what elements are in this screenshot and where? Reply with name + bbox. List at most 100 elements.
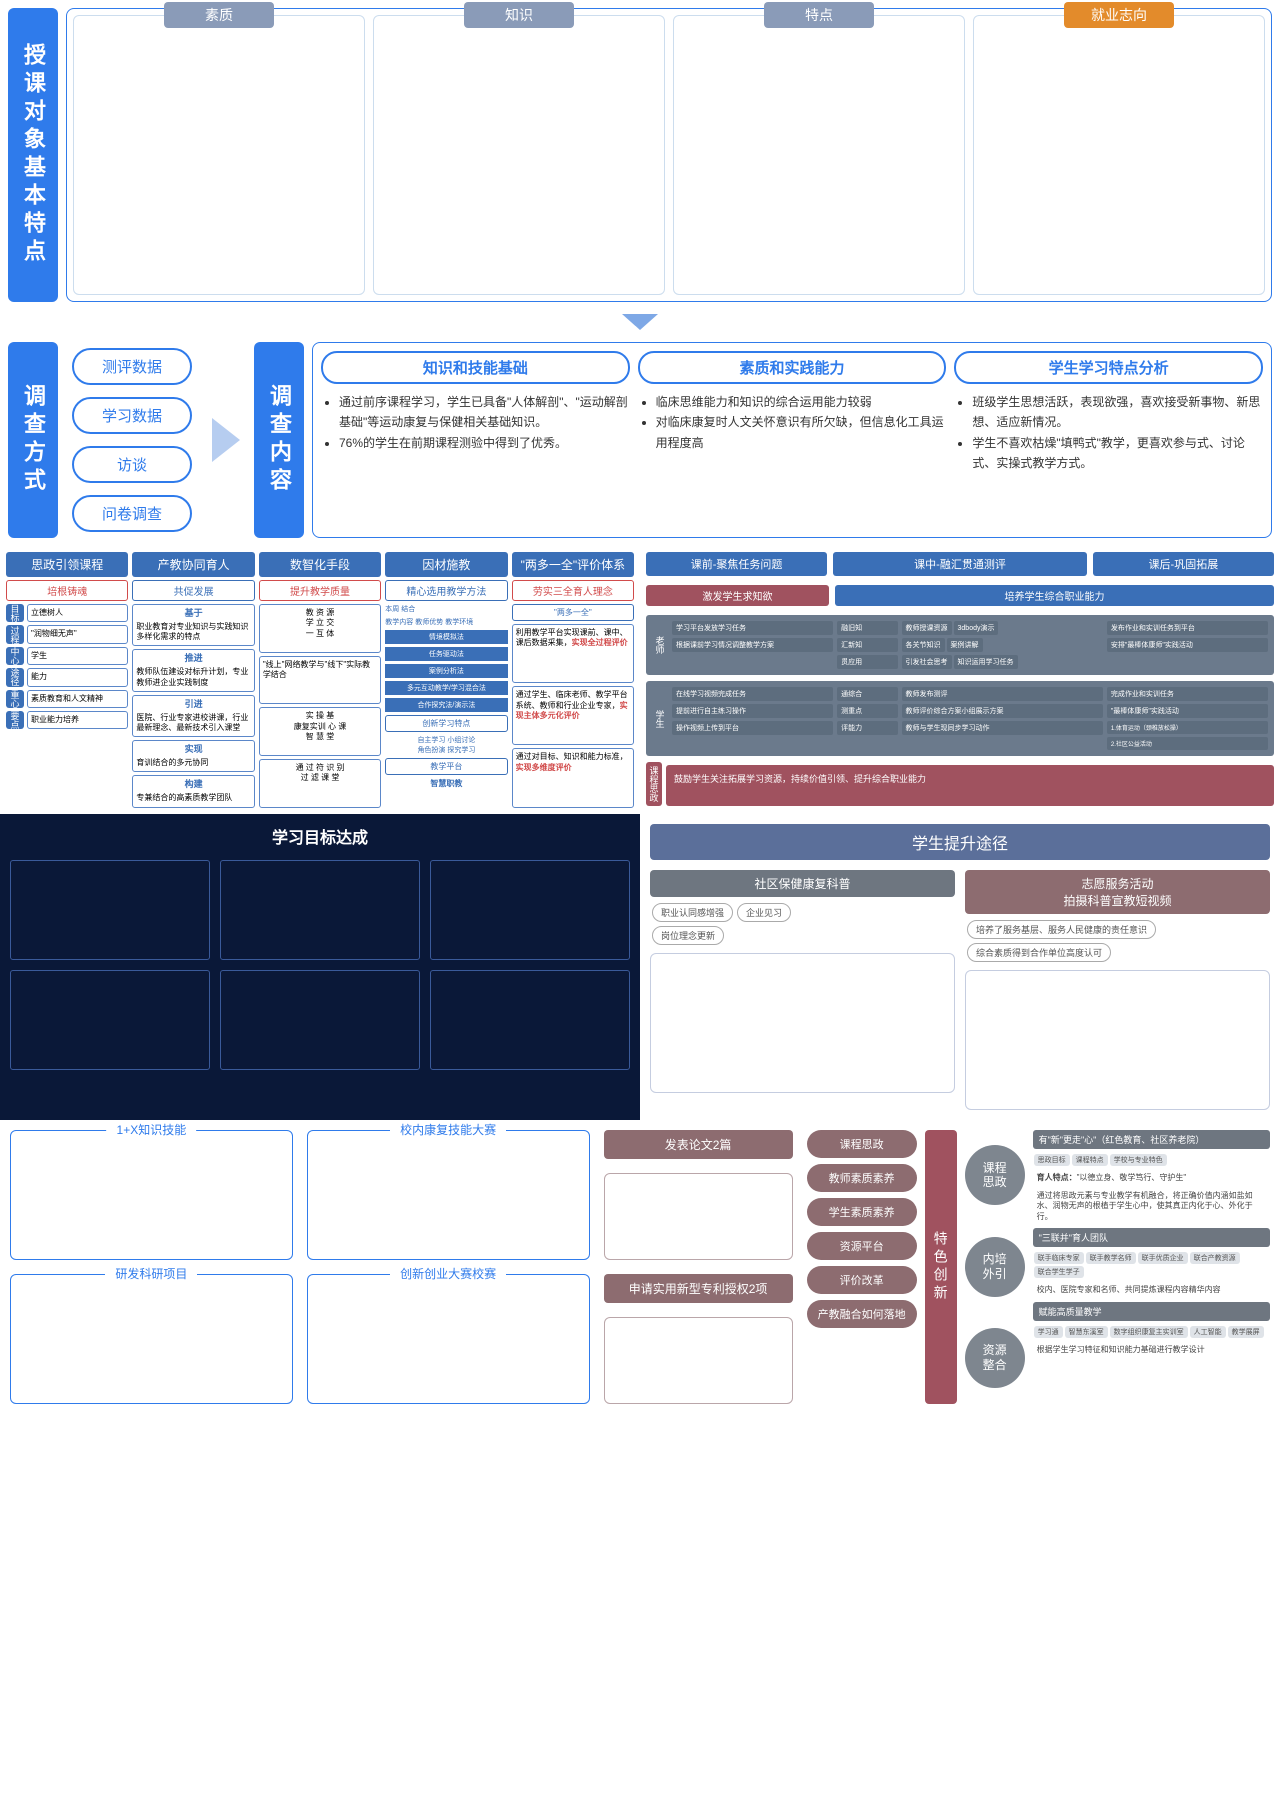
s3c1-i4: 构建专兼结合的高素质教学团队 — [132, 775, 254, 807]
s1-tab-2: 特点 — [764, 2, 874, 28]
sb2-i1: 学生不喜欢枯燥"填鸭式"教学，更喜欢参与式、讨论式、实操式教学方式。 — [972, 433, 1263, 474]
fp-4: 评价改革 — [807, 1266, 917, 1294]
s3c4-b1: 利用教学平台实现课前、课中、课后数据采集，实现全过程评价 — [512, 624, 634, 683]
sb2-i0: 班级学生思想活跃，表现欲强，喜欢接受新事物、新思想、适应新情况。 — [972, 392, 1263, 433]
paths-panel: 学生提升途径 社区保健康复科普 职业认同感增强企业见习 岗位理念更新 志愿服务活… — [640, 814, 1280, 1120]
s4-last: 鼓励学生关注拓展学习资源，持续价值引领、提升综合职业能力 — [666, 765, 1274, 806]
feature-circles: 课程 思政 内培 外引 资源 整合 — [965, 1130, 1025, 1404]
s3c3-r0: 情境模拟法 — [385, 630, 507, 644]
sb1-h: 素质和实践能力 — [638, 351, 947, 384]
s3c3-ft: 教学平台 — [385, 758, 507, 775]
s3c3-r3: 多元互动教学/学习混合法 — [385, 681, 507, 695]
s3c0-sub: 培根铸魂 — [6, 580, 128, 601]
s1-col-1: 知识 — [373, 15, 665, 295]
s3c2-i0: 教 资 源 学 立 交 一 互 体 — [259, 604, 381, 653]
s1-title: 授课对象基本特点 — [8, 8, 58, 302]
goals-title: 学习目标达成 — [10, 824, 630, 848]
sb0-i1: 76%的学生在前期课程测验中得到了优秀。 — [339, 433, 630, 453]
s3c4-head: "两多一全" — [512, 604, 634, 621]
goals-panel: 学习目标达成 — [0, 814, 640, 1120]
s3c2-h: 数智化手段 — [259, 552, 381, 577]
s3c0-s3: 途径 — [6, 668, 24, 686]
s1-col-0: 素质 — [73, 15, 365, 295]
goal-slot — [220, 860, 420, 960]
method-3: 问卷调查 — [72, 495, 192, 532]
s1-tab-3: 就业志向 — [1064, 2, 1174, 28]
circ-1: 内培 外引 — [965, 1237, 1025, 1297]
survey-content: 知识和技能基础 通过前序课程学习，学生已具备"人体解剖"、"运动解剖基础"等运动… — [312, 342, 1272, 538]
s3c1-i1: 推进教师队伍建设对标升计划，专业教师进企业实践制度 — [132, 649, 254, 691]
section-survey: 调查方式 测评数据 学习数据 访谈 问卷调查 调查内容 知识和技能基础 通过前序… — [0, 334, 1280, 546]
sb0-i0: 通过前序课程学习，学生已具备"人体解剖"、"运动解剖基础"等运动康复与保健相关基… — [339, 392, 630, 433]
circ-0: 课程 思政 — [965, 1145, 1025, 1205]
fd1-h: "三联并"育人团队 — [1033, 1228, 1270, 1247]
circ-2: 资源 整合 — [965, 1328, 1025, 1388]
blbox-2: 研发科研项目 — [10, 1274, 293, 1404]
bottom-right: 课程思政 教师素质素养 学生素质素养 资源平台 评价改革 产教融合如何落地 特色… — [807, 1130, 1270, 1404]
pc1-h: 志愿服务活动 拍摄科普宣教短视频 — [965, 870, 1270, 914]
s3c2-i1: "线上"网络教学与"线下"实际教学结合 — [259, 656, 381, 705]
s4-h1: 课中-融汇贯通测评 — [833, 552, 1087, 576]
bm-b1 — [604, 1317, 793, 1404]
s1-tab-0: 素质 — [164, 2, 274, 28]
s3c1: 产教协同育人 共促发展 基于职业教育对专业知识与实践知识多样化需求的特点 推进教… — [132, 552, 254, 808]
s3c0-s4: 重心 — [6, 690, 24, 708]
s3c2-i3: 通 过 符 识 别 过 滤 课 堂 — [259, 759, 381, 808]
section-bottom: 1+X知识技能 校内康复技能大赛 研发科研项目 创新创业大赛校赛 发表论文2篇 … — [0, 1120, 1280, 1414]
s1-col-3: 就业志向 — [973, 15, 1265, 295]
s3c3-r4: 合作探究法/演示法 — [385, 698, 507, 712]
pc1-body — [965, 970, 1270, 1110]
fd0-t: 通过将思政元素与专业教学有机融合，将正确价值内涵如盐如水、润物无声的根植于学生心… — [1033, 1189, 1270, 1224]
s1-col-2: 特点 — [673, 15, 965, 295]
goal-slot — [220, 970, 420, 1070]
s3c0-s2: 中心 — [6, 647, 24, 665]
s4-sub1: 培养学生综合职业能力 — [835, 585, 1274, 606]
s3c1-i2: 引进医院、行业专家进校讲课，行业最新理念、最新技术引入课堂 — [132, 695, 254, 737]
sb1-i1: 对临床康复时人文关怀意识有所欠缺，但信息化工具运用程度高 — [656, 412, 947, 453]
blbox-1: 校内康复技能大赛 — [307, 1130, 590, 1260]
path-col-1: 志愿服务活动 拍摄科普宣教短视频 培养了服务基层、服务人民健康的责任意识 综合素… — [965, 870, 1270, 1110]
s4-h2: 课后-巩固拓展 — [1093, 552, 1274, 576]
bm-h1: 申请实用新型专利授权2项 — [604, 1274, 793, 1303]
s4-teacher-row: 老师 学习平台发放学习任务 根据课前学习情况调整教学方案 融旧知 汇新知 贯应用… — [646, 615, 1274, 675]
s3c3-ft2: 智慧职教 — [385, 778, 507, 789]
feature-details: 有"新"更走"心"（红色教育、社区养老院） 思政目标课程特点学校与专业特色 育人… — [1033, 1130, 1270, 1404]
bm-h0: 发表论文2篇 — [604, 1130, 793, 1159]
survey-box-0: 知识和技能基础 通过前序课程学习，学生已具备"人体解剖"、"运动解剖基础"等运动… — [321, 351, 630, 529]
s3c2-i2: 实 操 基 康复实训 心 课 智 慧 堂 — [259, 707, 381, 756]
fp-3: 资源平台 — [807, 1232, 917, 1260]
sb1-i0: 临床思维能力和知识的综合运用能力较弱 — [656, 392, 947, 412]
s3c3-mid: 创新学习特点 — [385, 715, 507, 732]
s4-sub0: 激发学生求知欲 — [646, 585, 829, 606]
fp-0: 课程思政 — [807, 1130, 917, 1158]
section-course-process: 课前-聚焦任务问题 课中-融汇贯通测评 课后-巩固拓展 激发学生求知欲 培养学生… — [640, 546, 1280, 814]
s3c0-i2: 学生 — [27, 647, 128, 665]
survey-method-title: 调查方式 — [8, 342, 58, 538]
section-goals-paths: 学习目标达成 学生提升途径 社区保健康复科普 职业认同感增强企业见习 岗位理念更… — [0, 814, 1280, 1120]
method-0: 测评数据 — [72, 348, 192, 385]
pc0-h: 社区保健康复科普 — [650, 870, 955, 897]
s3c0-s5: 要点 — [6, 711, 24, 729]
blbox-0: 1+X知识技能 — [10, 1130, 293, 1260]
sb0-h: 知识和技能基础 — [321, 351, 630, 384]
s3c1-i0: 基于职业教育对专业知识与实践知识多样化需求的特点 — [132, 604, 254, 646]
s4-student-row: 学生 在线学习视频完成任务 提前进行自主练习操作 操作视频上传到平台 通综合 测… — [646, 681, 1274, 756]
goal-slot — [430, 970, 630, 1070]
fd1-t: 校内、医院专家和名师、共同提炼课程内容精华内容 — [1033, 1283, 1270, 1297]
survey-methods: 测评数据 学习数据 访谈 问卷调查 — [66, 342, 198, 538]
s3c0-i0: 立德树人 — [27, 604, 128, 622]
s3c0-s1: 过程 — [6, 625, 24, 643]
arrow-down-icon — [622, 314, 658, 330]
s3c0-i4: 素质教育和人文精神 — [27, 690, 128, 708]
s3c4: "两多一全"评价体系 劳实三全育人理念 "两多一全" 利用教学平台实现课前、课中… — [512, 552, 634, 808]
bottom-mid: 发表论文2篇 申请实用新型专利授权2项 — [604, 1130, 793, 1404]
survey-box-1: 素质和实践能力 临床思维能力和知识的综合运用能力较弱对临床康复时人文关怀意识有所… — [638, 351, 947, 529]
pc0-body — [650, 953, 955, 1093]
role-student: 学生 — [652, 687, 668, 750]
fd0-h: 有"新"更走"心"（红色教育、社区养老院） — [1033, 1130, 1270, 1149]
s1-tab-1: 知识 — [464, 2, 574, 28]
fp-1: 教师素质素养 — [807, 1164, 917, 1192]
goal-slot — [10, 860, 210, 960]
s3c4-b2: 通过学生、临床老师、教学平台系统、教师和行业企业专家，实现主体多元化评价 — [512, 686, 634, 745]
s3c4-h: "两多一全"评价体系 — [512, 552, 634, 577]
